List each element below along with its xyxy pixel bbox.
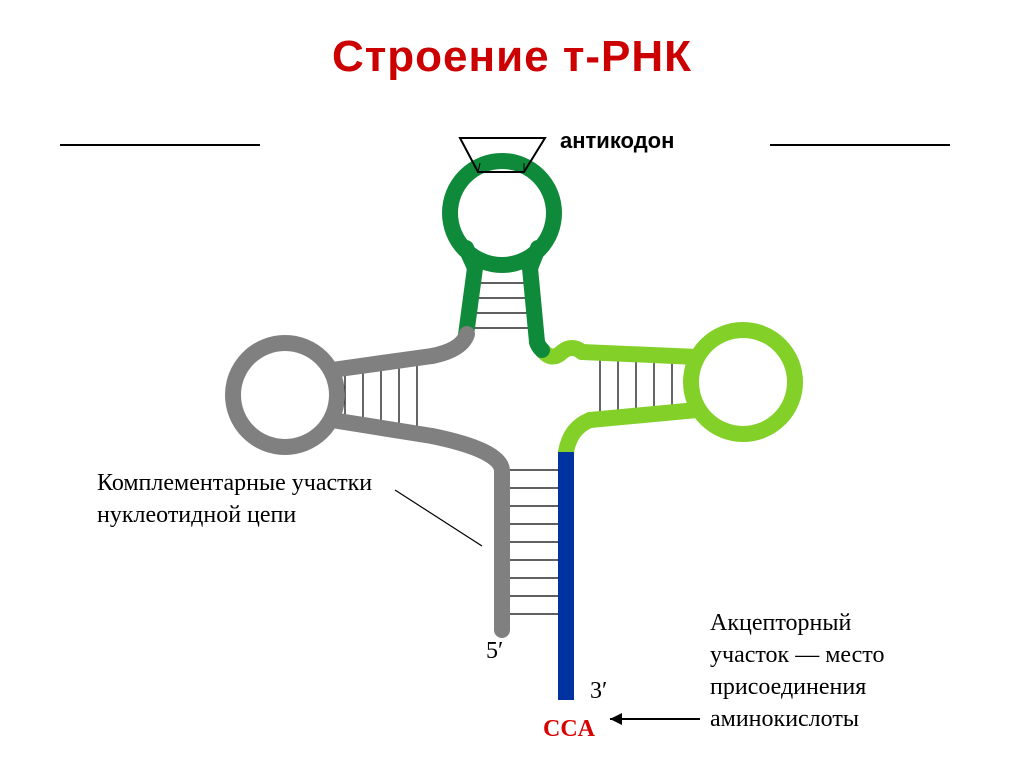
- label-five-prime: 5′: [486, 638, 503, 665]
- label-acceptor-3: присоединения: [710, 674, 866, 701]
- lightgreen-stem-top: [582, 352, 697, 357]
- complementary-lead: [395, 490, 482, 546]
- top-stem-right: [530, 268, 537, 342]
- label-three-prime: 3′: [590, 678, 607, 705]
- acceptor-stem-rungs: [504, 470, 565, 614]
- label-complementary-2: нуклеотидной цепи: [97, 502, 296, 529]
- label-acceptor-4: аминокислоты: [710, 706, 859, 733]
- left-loop: [233, 343, 337, 447]
- label-cca: CCA: [543, 716, 595, 743]
- label-acceptor-1: Акцепторный: [710, 610, 851, 637]
- label-anticodon: антикодон: [560, 128, 674, 154]
- top-stem-left: [466, 268, 475, 335]
- lightgreen-stem-bottom: [590, 410, 697, 420]
- cca-arrow-head: [610, 713, 622, 725]
- label-complementary-1: Комплементарные участки: [97, 470, 372, 497]
- label-acceptor-2: участок — место: [710, 642, 884, 669]
- right-loop: [691, 330, 795, 434]
- gray-to-fiveprime: [432, 436, 502, 630]
